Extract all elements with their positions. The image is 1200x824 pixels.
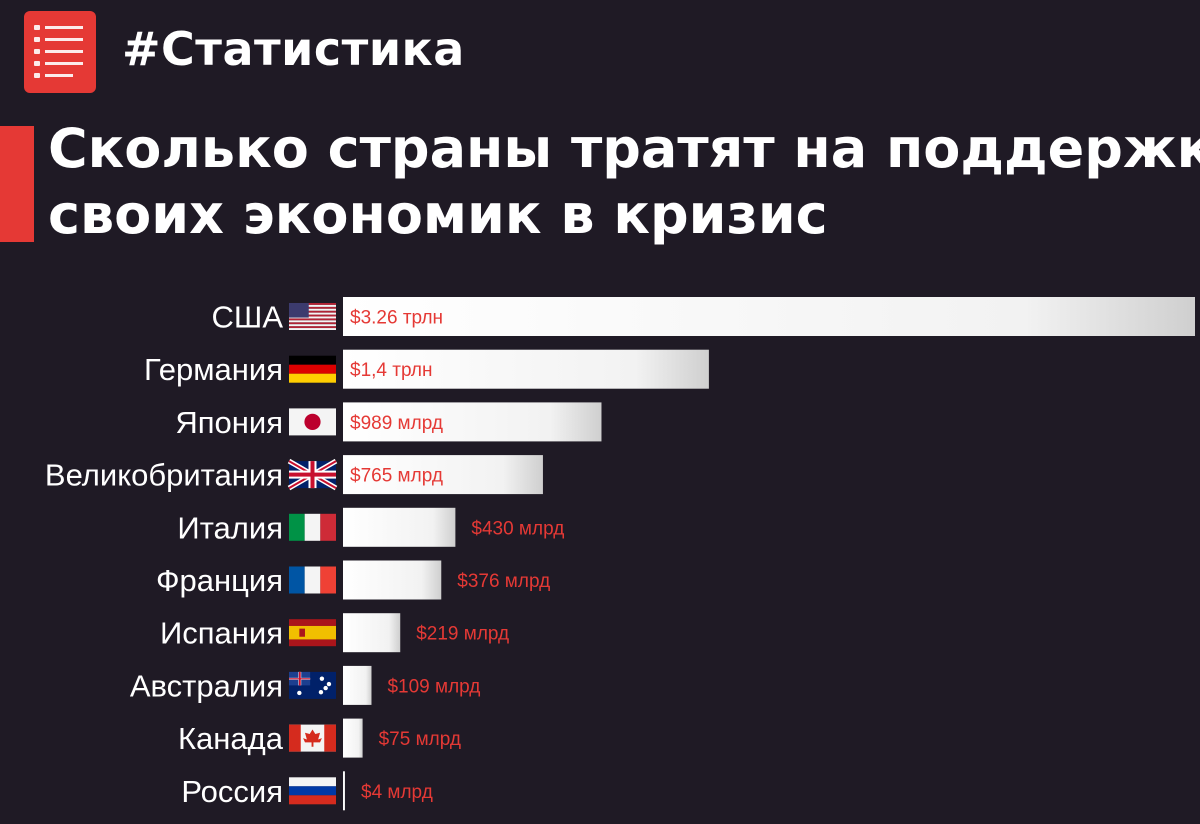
- bar: [343, 349, 709, 389]
- japan-flag-icon: [289, 408, 336, 436]
- chart-title-line-2: своих экономик в кризис: [48, 183, 828, 246]
- chart-row: Япония $989 млрд: [175, 402, 602, 442]
- bar: [343, 402, 602, 442]
- category-label: Великобритания: [45, 458, 283, 493]
- category-label: США: [212, 300, 284, 335]
- data-label: $4 млрд: [361, 782, 433, 803]
- data-label: $219 млрд: [416, 624, 509, 645]
- category-label: Япония: [175, 405, 283, 440]
- germany-flag-icon: [289, 355, 336, 383]
- data-label: $3.26 трлн: [350, 308, 443, 329]
- bar: [343, 455, 543, 495]
- bar: [343, 613, 401, 653]
- chart-row: Германия $1,4 трлн: [144, 349, 709, 389]
- us-flag-icon: [289, 303, 336, 330]
- france-flag-icon: [289, 566, 336, 594]
- data-label: $75 млрд: [379, 729, 461, 750]
- spain-flag-icon: [289, 619, 336, 647]
- bar: [343, 665, 372, 705]
- category-label: Германия: [144, 352, 283, 387]
- chart-row: США $3.26 трлн: [212, 297, 1195, 336]
- data-label: $1,4 трлн: [350, 360, 432, 381]
- bar: [343, 297, 1195, 336]
- chart-row: Испания $219 млрд: [160, 613, 509, 653]
- category-label: Канада: [178, 721, 284, 756]
- chart-row: Франция $376 млрд: [156, 560, 550, 600]
- chart-row: Россия $4 млрд: [181, 771, 433, 811]
- chart-title-line-1: Сколько страны тратят на поддержку: [48, 117, 1200, 180]
- bar: [343, 507, 456, 547]
- category-label: Франция: [156, 563, 283, 598]
- category-label: Австралия: [130, 668, 283, 703]
- hashtag-heading: #Статистика: [122, 22, 465, 76]
- category-label: Испания: [160, 616, 283, 651]
- canada-flag-icon: [289, 724, 336, 752]
- russia-flag-icon: [289, 777, 336, 805]
- chart-row: Италия $430 млрд: [177, 507, 564, 547]
- bar: [343, 560, 442, 600]
- bar: [343, 718, 363, 758]
- data-label: $989 млрд: [350, 413, 443, 434]
- category-label: Италия: [177, 510, 283, 545]
- uk-flag-icon: [287, 458, 338, 491]
- chart-row: Канада $75 млрд: [178, 718, 461, 758]
- italy-flag-icon: [289, 513, 336, 541]
- chart-title: Сколько страны тратят на поддержку своих…: [48, 116, 1200, 248]
- chart-row: Великобритания $765 млрд: [45, 455, 543, 495]
- australia-flag-icon: [289, 671, 336, 699]
- data-label: $430 млрд: [471, 518, 564, 539]
- category-label: Россия: [181, 774, 283, 809]
- data-label: $765 млрд: [350, 466, 443, 487]
- data-label: $376 млрд: [457, 571, 550, 592]
- chart-row: Австралия $109 млрд: [130, 665, 480, 705]
- list-document-icon: [24, 11, 96, 93]
- title-accent-bar: [0, 126, 34, 242]
- data-label: $109 млрд: [387, 676, 480, 697]
- bar: [343, 771, 345, 811]
